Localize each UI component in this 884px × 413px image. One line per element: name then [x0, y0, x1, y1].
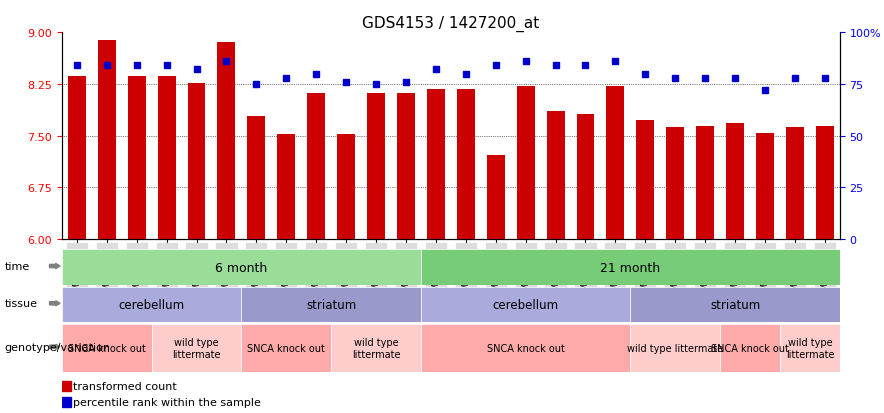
Bar	[337, 135, 355, 240]
Text: SNCA knock out: SNCA knock out	[487, 343, 565, 353]
FancyBboxPatch shape	[152, 324, 241, 372]
Bar	[606, 87, 624, 240]
Bar	[546, 112, 565, 240]
Text: transformed count: transformed count	[73, 382, 177, 392]
Bar	[397, 94, 415, 240]
Bar	[667, 128, 684, 240]
FancyBboxPatch shape	[332, 324, 421, 372]
Text: striatum: striatum	[306, 298, 356, 311]
Text: striatum: striatum	[710, 298, 760, 311]
FancyBboxPatch shape	[780, 324, 840, 372]
Text: SNCA knock out: SNCA knock out	[248, 343, 325, 353]
Title: GDS4153 / 1427200_at: GDS4153 / 1427200_at	[362, 16, 539, 32]
Bar	[62, 397, 71, 407]
Bar	[278, 135, 295, 240]
Bar	[697, 127, 714, 240]
Text: SNCA knock out: SNCA knock out	[711, 343, 789, 353]
FancyBboxPatch shape	[62, 324, 152, 372]
FancyBboxPatch shape	[241, 287, 421, 322]
Text: genotype/variation: genotype/variation	[4, 342, 110, 352]
Text: wild type littermate: wild type littermate	[627, 343, 723, 353]
FancyBboxPatch shape	[421, 250, 840, 285]
Text: percentile rank within the sample: percentile rank within the sample	[73, 397, 261, 407]
Bar	[576, 114, 594, 240]
Bar	[487, 156, 505, 240]
Text: tissue: tissue	[4, 299, 37, 309]
Bar	[516, 87, 535, 240]
Bar	[62, 382, 71, 392]
Text: cerebellum: cerebellum	[492, 298, 559, 311]
Bar	[756, 133, 774, 240]
Text: cerebellum: cerebellum	[118, 298, 185, 311]
Text: time: time	[4, 261, 30, 271]
Text: wild type
littermate: wild type littermate	[172, 337, 221, 359]
FancyBboxPatch shape	[630, 324, 720, 372]
Bar	[217, 43, 235, 240]
Bar	[98, 41, 116, 240]
FancyBboxPatch shape	[421, 287, 630, 322]
Text: wild type
littermate: wild type littermate	[786, 337, 834, 359]
Text: 6 month: 6 month	[216, 261, 268, 274]
Text: SNCA knock out: SNCA knock out	[68, 343, 146, 353]
Bar	[457, 90, 475, 240]
Text: wild type
littermate: wild type littermate	[352, 337, 400, 359]
FancyBboxPatch shape	[62, 250, 421, 285]
Bar	[636, 121, 654, 240]
FancyBboxPatch shape	[720, 324, 780, 372]
Bar	[308, 94, 325, 240]
Text: 21 month: 21 month	[600, 261, 660, 274]
Bar	[68, 77, 86, 240]
FancyBboxPatch shape	[62, 287, 241, 322]
Bar	[786, 128, 804, 240]
Bar	[248, 117, 265, 240]
FancyBboxPatch shape	[241, 324, 332, 372]
Bar	[127, 77, 146, 240]
Bar	[726, 124, 744, 240]
Bar	[157, 77, 176, 240]
FancyBboxPatch shape	[630, 287, 840, 322]
Bar	[187, 84, 205, 240]
Bar	[427, 90, 445, 240]
FancyBboxPatch shape	[421, 324, 630, 372]
Bar	[816, 127, 834, 240]
Bar	[367, 94, 385, 240]
